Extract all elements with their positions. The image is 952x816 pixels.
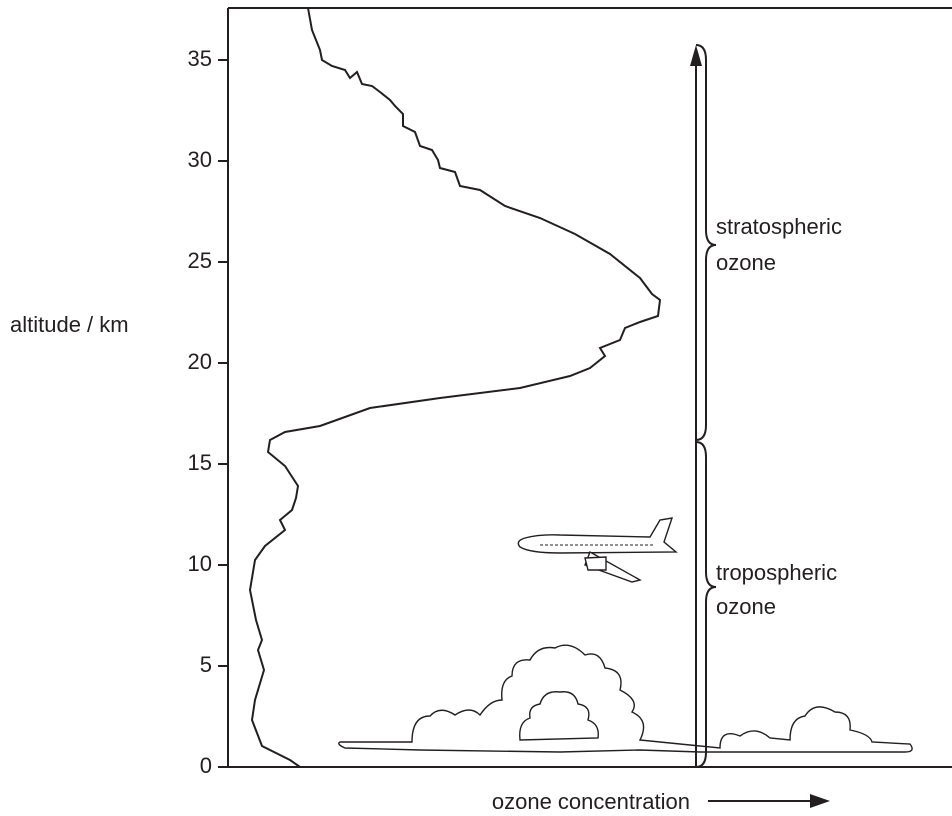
- y-tick-label: 25: [188, 248, 212, 273]
- y-axis-label: altitude / km: [10, 312, 129, 337]
- x-axis-label: ozone concentration: [492, 789, 690, 814]
- y-tick-label: 0: [200, 753, 212, 778]
- x-arrow-head: [810, 794, 830, 808]
- cloud: [519, 691, 599, 741]
- airplane: [517, 517, 678, 583]
- brace: [695, 44, 717, 441]
- y-tick-label: 20: [188, 349, 212, 374]
- arrow-head: [690, 45, 702, 66]
- y-tick-label: 10: [188, 551, 212, 576]
- annotation: ozone: [716, 594, 776, 619]
- y-tick-label: 5: [200, 652, 212, 677]
- ozone-profile: [248, 7, 662, 768]
- brace: [695, 441, 717, 768]
- annotation: tropospheric: [716, 560, 837, 585]
- y-tick-label: 15: [188, 450, 212, 475]
- y-tick-label: 35: [188, 46, 212, 71]
- cloud: [338, 644, 913, 753]
- y-tick-label: 30: [188, 147, 212, 172]
- plot-frame: [227, 7, 952, 768]
- annotation: stratospheric: [716, 214, 842, 239]
- annotation: ozone: [716, 250, 776, 275]
